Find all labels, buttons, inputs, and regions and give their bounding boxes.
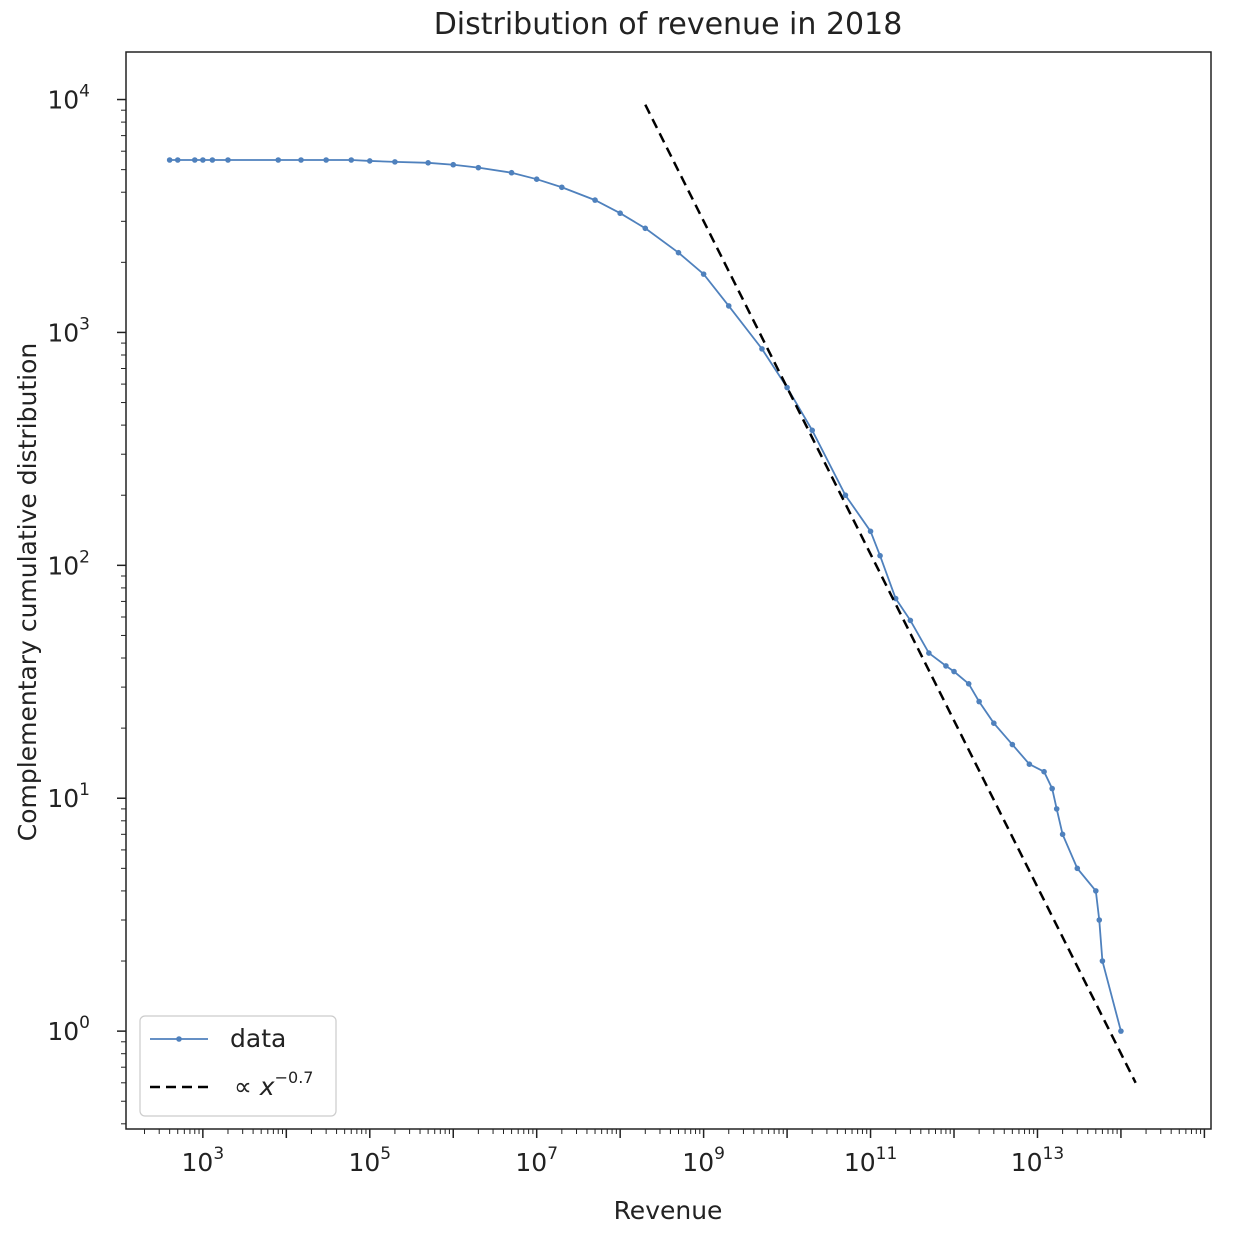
legend-label-data: data: [230, 1024, 286, 1053]
y-tick-label: 103: [47, 314, 90, 347]
chart-title: Distribution of revenue in 2018: [434, 7, 903, 42]
data-point: [976, 698, 982, 705]
data-point: [784, 384, 790, 391]
x-axis-label: Revenue: [614, 1196, 723, 1225]
data-point: [1009, 741, 1016, 748]
data-point: [907, 617, 914, 624]
data-point: [366, 158, 373, 164]
data-point: [675, 249, 682, 256]
x-tick-label: 105: [348, 1144, 391, 1177]
y-tick-label: 104: [47, 82, 90, 115]
data-point: [425, 160, 431, 166]
data-point: [642, 225, 649, 232]
power-law-fit-line: [644, 104, 1137, 1084]
plot-area: [125, 51, 1212, 1130]
data-point: [323, 157, 329, 163]
data-point: [533, 176, 540, 182]
data-point: [174, 157, 181, 163]
data-point: [1059, 831, 1066, 838]
data-point: [592, 197, 598, 203]
data-point: [209, 157, 216, 163]
data-point: [1093, 888, 1099, 894]
data-point: [809, 427, 816, 434]
data-point: [700, 271, 707, 277]
x-tick-label: 103: [182, 1144, 225, 1177]
data-point: [225, 157, 231, 163]
data-point: [1118, 1028, 1124, 1034]
x-tick-label: 107: [515, 1144, 558, 1177]
data-point: [892, 595, 899, 602]
data-point: [200, 157, 206, 163]
data-point: [842, 492, 849, 499]
data-point: [759, 346, 765, 352]
legend: data ∝ x−0.7: [139, 1015, 337, 1117]
y-tick-label: 101: [47, 780, 90, 813]
y-axis-label: Complementary cumulative distribution: [13, 343, 42, 841]
x-tick-label: 1011: [844, 1144, 897, 1177]
data-point: [965, 680, 972, 687]
data-point: [877, 552, 883, 559]
data-point: [725, 303, 732, 309]
data-point: [1049, 785, 1055, 792]
data-point: [1041, 768, 1047, 775]
data-point: [943, 663, 949, 669]
data-point: [951, 668, 957, 675]
x-axis: 103 105 107 109 1011 1013: [144, 1129, 1206, 1177]
data-point: [1096, 917, 1103, 923]
data-point: [1099, 958, 1106, 964]
data-point: [617, 210, 623, 217]
x-tick-label: 109: [682, 1144, 725, 1177]
data-point: [1026, 761, 1033, 768]
y-axis: 100 101 102 103 104: [47, 82, 126, 1125]
data-point: [926, 650, 932, 656]
data-point: [166, 157, 173, 163]
x-tick-label: 1013: [1011, 1144, 1064, 1177]
data-point: [475, 164, 482, 171]
data-point: [991, 720, 997, 726]
data-point: [559, 184, 565, 191]
data-point: [508, 169, 515, 176]
y-tick-label: 102: [47, 547, 90, 580]
data-point: [275, 157, 282, 163]
data-point: [348, 157, 355, 163]
data-point: [450, 161, 457, 168]
plot-content: [166, 104, 1137, 1084]
data-point: [1053, 806, 1060, 812]
data-point: [298, 157, 304, 163]
data-point: [392, 159, 398, 165]
legend-label-fit: ∝ x−0.7: [234, 1068, 313, 1101]
data-point: [191, 157, 198, 163]
y-tick-label: 100: [47, 1013, 90, 1046]
data-point: [867, 528, 874, 535]
legend-data-marker: [176, 1036, 182, 1042]
legend-box: [139, 1015, 337, 1117]
data-point: [1074, 865, 1081, 872]
